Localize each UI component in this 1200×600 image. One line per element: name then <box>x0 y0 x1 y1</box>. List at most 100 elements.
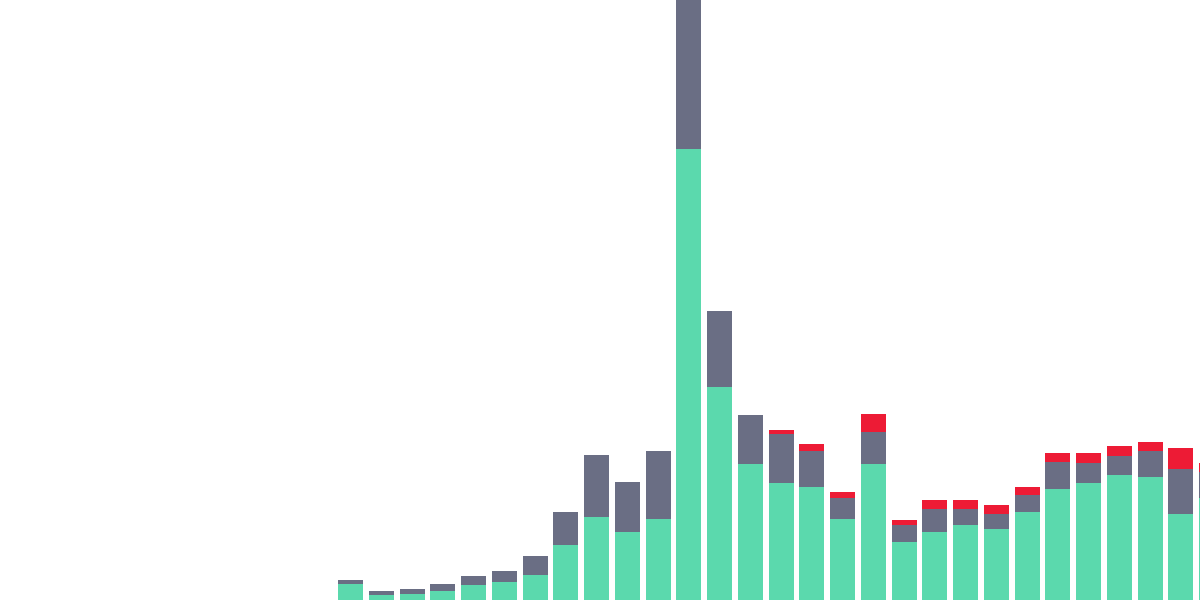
bar <box>461 576 486 600</box>
bar-segment-b <box>338 580 363 585</box>
bar <box>738 415 763 600</box>
bar-segment-c <box>984 505 1009 514</box>
bar <box>799 444 824 600</box>
bar-segment-a <box>553 545 578 600</box>
bar-segment-b <box>953 509 978 525</box>
bar <box>861 414 886 600</box>
stacked-bar-chart <box>0 0 1200 600</box>
bar <box>1015 487 1040 600</box>
bar <box>523 556 548 600</box>
bar-segment-b <box>676 0 701 149</box>
bar-segment-b <box>400 589 425 595</box>
bar-segment-b <box>738 415 763 464</box>
bar-segment-b <box>584 455 609 517</box>
bar <box>769 430 794 600</box>
bar-segment-b <box>769 434 794 484</box>
bar-segment-a <box>646 519 671 600</box>
bar <box>492 571 517 600</box>
bar-segment-a <box>615 532 640 600</box>
bar-segment-a <box>1138 477 1163 600</box>
bar-segment-a <box>892 542 917 600</box>
bar <box>953 500 978 600</box>
bar-segment-a <box>1076 483 1101 600</box>
bar <box>430 584 455 600</box>
bar-segment-b <box>984 514 1009 529</box>
bar <box>1168 448 1193 600</box>
bar-segment-a <box>338 584 363 600</box>
bar <box>830 492 855 600</box>
plot-area <box>0 0 1200 600</box>
bar <box>615 482 640 600</box>
bar-segment-c <box>799 444 824 451</box>
bar-segment-a <box>922 532 947 600</box>
bar-segment-a <box>707 387 732 600</box>
bar-segment-a <box>430 591 455 600</box>
bar-segment-b <box>646 451 671 519</box>
bar-segment-a <box>984 529 1009 600</box>
bar-segment-b <box>707 311 732 387</box>
bar-segment-c <box>922 500 947 509</box>
bar-segment-a <box>523 575 548 600</box>
bar-segment-c <box>1138 442 1163 451</box>
bar-segment-a <box>1015 512 1040 600</box>
bar-segment-c <box>1045 453 1070 462</box>
bar-segment-b <box>369 591 394 596</box>
bar-segment-a <box>799 487 824 600</box>
bar-segment-a <box>830 519 855 600</box>
bar <box>553 512 578 600</box>
bar-segment-c <box>953 500 978 509</box>
bar-segment-b <box>1015 495 1040 512</box>
bar-segment-a <box>1107 475 1132 600</box>
bar <box>676 0 701 600</box>
bar-segment-c <box>830 492 855 498</box>
bar-segment-b <box>1076 463 1101 483</box>
bar-segment-b <box>892 525 917 542</box>
bar-segment-a <box>861 464 886 600</box>
bar-segment-b <box>1168 469 1193 514</box>
bar-segment-c <box>861 414 886 432</box>
bar-segment-b <box>461 576 486 585</box>
bar <box>892 520 917 600</box>
bar <box>984 505 1009 600</box>
bar <box>584 455 609 600</box>
bar-segment-a <box>400 594 425 600</box>
bar-segment-b <box>861 432 886 464</box>
bar-segment-a <box>769 483 794 600</box>
bar-segment-b <box>1107 456 1132 475</box>
bar-segment-b <box>553 512 578 545</box>
bar-segment-a <box>461 585 486 600</box>
bar-segment-a <box>1168 514 1193 600</box>
bar-segment-a <box>738 464 763 600</box>
bar-segment-b <box>430 584 455 591</box>
bar-segment-c <box>892 520 917 526</box>
bar-segment-a <box>1045 489 1070 600</box>
bar <box>369 591 394 600</box>
bar-segment-c <box>1168 448 1193 468</box>
bar-segment-c <box>1015 487 1040 495</box>
bar-segment-b <box>799 451 824 487</box>
bar-segment-b <box>523 556 548 575</box>
bar-segment-a <box>584 517 609 600</box>
bar <box>646 451 671 600</box>
bar <box>707 311 732 600</box>
bar <box>1107 446 1132 600</box>
bar <box>1045 453 1070 600</box>
bar-segment-b <box>830 498 855 518</box>
bar-segment-a <box>492 582 517 600</box>
bar-segment-c <box>1107 446 1132 456</box>
bar-segment-c <box>769 430 794 433</box>
bar-segment-b <box>615 482 640 532</box>
bar <box>1138 442 1163 600</box>
bar-segment-b <box>922 509 947 532</box>
bar-segment-a <box>369 595 394 600</box>
bar <box>922 500 947 600</box>
bar-segment-b <box>1045 462 1070 489</box>
bar <box>1076 453 1101 600</box>
bar <box>338 580 363 600</box>
bar-segment-a <box>953 525 978 600</box>
bar <box>400 589 425 600</box>
bar-segment-b <box>1138 451 1163 477</box>
bar-segment-c <box>1076 453 1101 463</box>
bar-segment-a <box>676 149 701 600</box>
bar-segment-b <box>492 571 517 582</box>
